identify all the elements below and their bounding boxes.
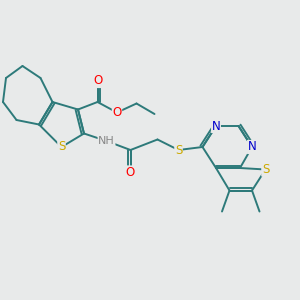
Text: O: O xyxy=(112,106,122,119)
Text: S: S xyxy=(175,143,182,157)
Text: S: S xyxy=(262,163,269,176)
Text: S: S xyxy=(58,140,65,154)
Text: O: O xyxy=(126,166,135,179)
Text: O: O xyxy=(93,74,102,88)
Text: N: N xyxy=(248,140,256,154)
Text: N: N xyxy=(212,119,220,133)
Text: NH: NH xyxy=(98,136,115,146)
